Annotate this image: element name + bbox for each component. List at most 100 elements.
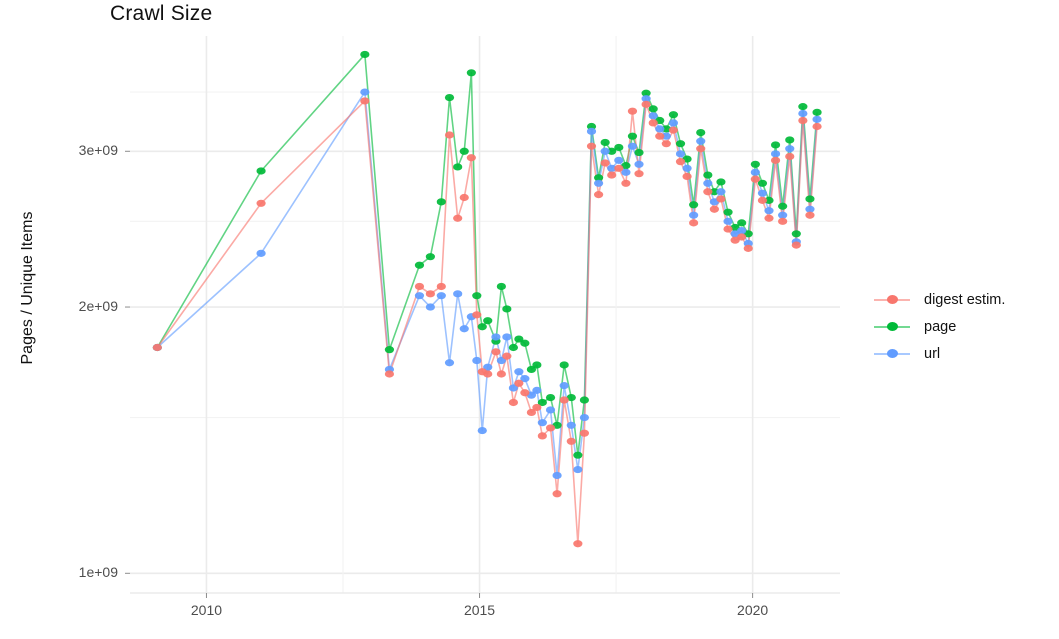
data-point (778, 211, 788, 219)
data-point (444, 359, 455, 367)
data-point (675, 140, 686, 148)
data-point (703, 179, 713, 187)
data-point (508, 384, 518, 392)
data-point (502, 333, 512, 341)
data-point (586, 142, 597, 150)
data-point (757, 179, 768, 187)
data-point (496, 282, 506, 291)
series-points-digest-estim- (152, 97, 822, 548)
x-tick-label: 2015 (463, 602, 496, 618)
data-point (526, 365, 537, 374)
data-point (537, 419, 547, 427)
data-point (668, 111, 679, 119)
data-point (750, 175, 760, 183)
data-point (703, 188, 713, 196)
data-point (689, 201, 699, 209)
legend-item-label: digest estim. (924, 291, 1006, 308)
data-point (614, 156, 624, 164)
data-point (743, 230, 753, 238)
data-point (491, 348, 501, 356)
legend-item-digest[interactable]: digest estim. (874, 286, 1054, 313)
data-point (594, 174, 604, 182)
data-point (614, 164, 624, 172)
data-point (532, 361, 542, 369)
data-point (360, 88, 370, 96)
data-point (716, 195, 726, 203)
panel-background (130, 36, 840, 593)
data-point (545, 393, 556, 402)
data-point (689, 219, 699, 227)
data-point (689, 211, 699, 219)
data-point (785, 145, 795, 153)
data-point (502, 305, 512, 313)
data-point (770, 141, 781, 149)
data-point (360, 97, 370, 105)
data-point (750, 160, 760, 168)
data-point (641, 95, 651, 103)
data-point (559, 396, 569, 404)
data-point (459, 193, 469, 202)
data-point (634, 170, 644, 178)
data-point (545, 424, 556, 432)
data-point (655, 125, 665, 133)
data-point (573, 465, 583, 474)
data-point (709, 188, 719, 196)
data-point (661, 132, 671, 140)
data-point (594, 179, 604, 187)
data-point (641, 100, 651, 108)
legend-item-page[interactable]: page (874, 313, 1054, 340)
legend-dot-swatch (887, 321, 898, 331)
x-tick-label: 2010 (190, 602, 223, 618)
data-point (805, 205, 815, 213)
data-point (532, 386, 542, 394)
data-point (436, 282, 446, 291)
data-point (696, 137, 706, 145)
data-point (384, 346, 395, 354)
data-point (805, 211, 815, 219)
data-point (520, 339, 530, 347)
data-point (579, 429, 590, 437)
legend: digest estim. page url (874, 286, 1054, 367)
data-point (737, 219, 747, 227)
data-point (812, 115, 822, 123)
data-point (444, 131, 455, 139)
data-point (621, 168, 631, 176)
data-point (798, 116, 808, 125)
data-point (661, 125, 671, 133)
data-point (537, 432, 547, 440)
data-point (579, 396, 590, 404)
data-point (256, 199, 266, 207)
data-point (508, 398, 518, 407)
data-point (552, 490, 562, 498)
data-point (696, 128, 706, 137)
data-point (621, 162, 631, 170)
legend-item-url[interactable]: url (874, 340, 1054, 367)
data-point (648, 112, 658, 120)
data-point (668, 126, 679, 134)
data-point (256, 167, 266, 175)
data-point (723, 208, 733, 216)
data-point (472, 311, 482, 319)
data-point (737, 227, 747, 235)
data-point (477, 426, 487, 435)
data-point (514, 379, 524, 387)
data-point (785, 136, 795, 144)
data-point (360, 50, 370, 59)
data-point (648, 119, 658, 127)
data-point (566, 437, 576, 445)
data-point (778, 202, 788, 210)
legend-key-icon (874, 344, 910, 364)
legend-item-label: url (924, 345, 941, 362)
data-point (453, 214, 463, 222)
data-point (770, 150, 781, 158)
data-point (425, 290, 435, 298)
data-point (502, 352, 512, 360)
data-point (627, 107, 638, 115)
data-point (436, 292, 446, 300)
y-tick-label: 2e+09 (78, 298, 118, 315)
data-point (716, 178, 726, 186)
data-point (573, 451, 583, 459)
data-point (472, 292, 482, 300)
data-point (508, 343, 518, 352)
data-point (798, 109, 808, 118)
